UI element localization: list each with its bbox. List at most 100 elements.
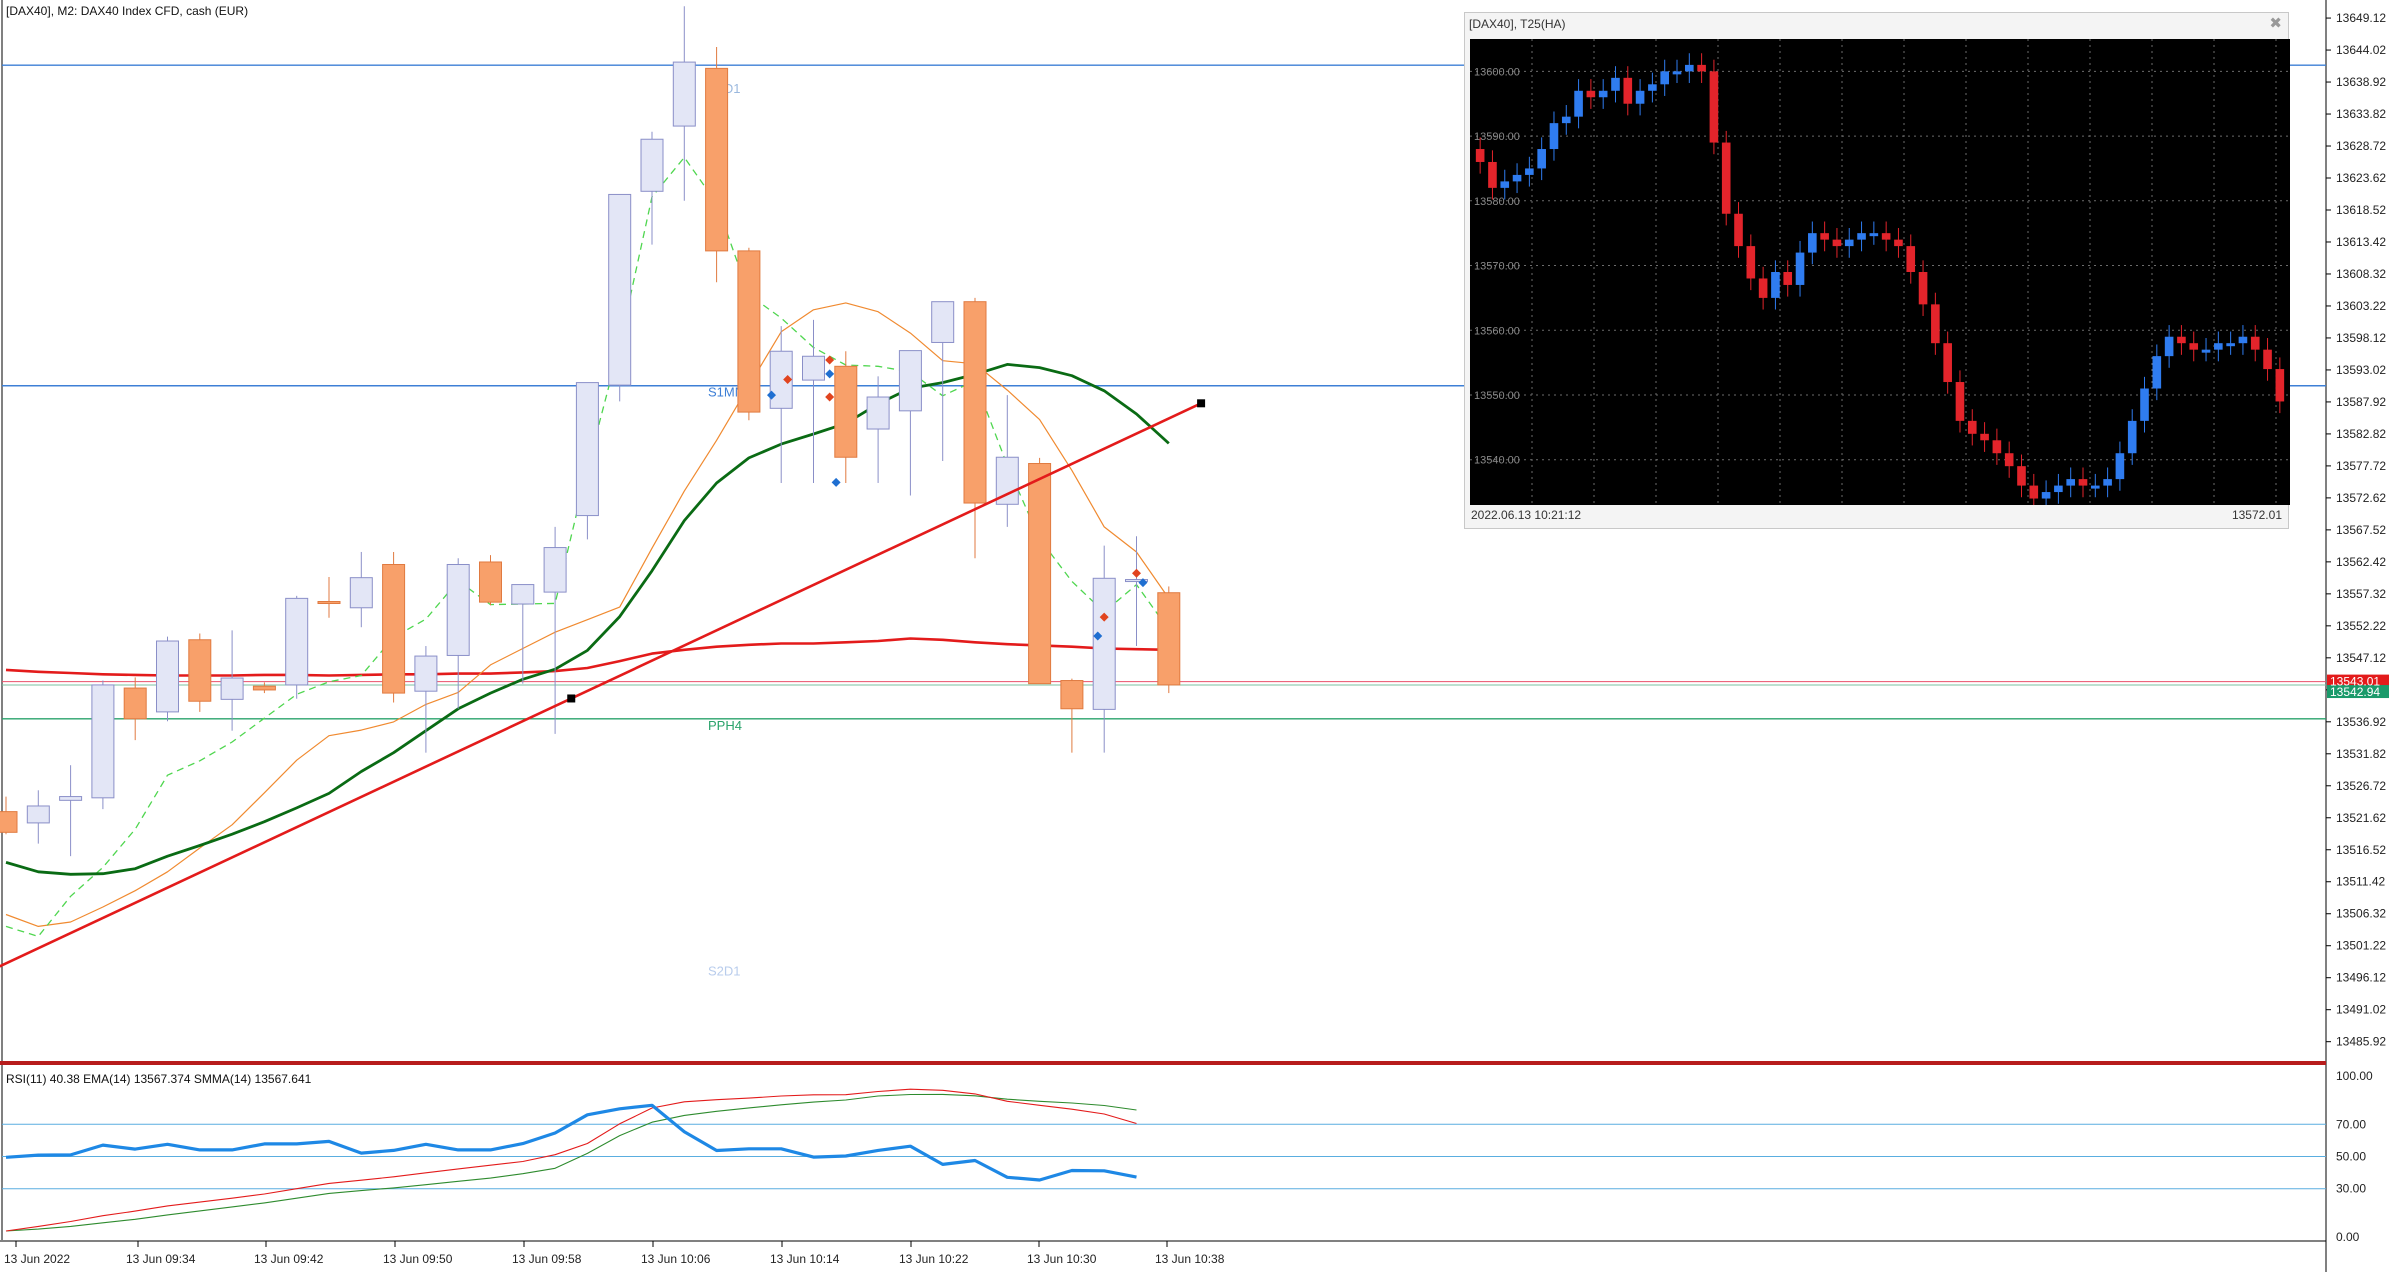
tick-price-label: 13550.00 [1474, 390, 1520, 402]
bull-candle[interactable] [931, 301, 955, 343]
tick-bull-bar [1500, 181, 1510, 188]
tick-bull-bar [1512, 174, 1522, 182]
trendline-handle[interactable] [1197, 399, 1206, 408]
tick-bull-bar [2226, 343, 2235, 347]
bull-candle[interactable] [91, 684, 115, 799]
bull-candle[interactable] [866, 396, 890, 430]
tick-chart-title: [DAX40], T25(HA) [1469, 17, 1566, 31]
tick-bull-bar [1771, 272, 1780, 298]
bull-candle[interactable] [640, 138, 664, 192]
bull-candle[interactable] [672, 61, 696, 127]
rsi-tick-label: 70.00 [2336, 1117, 2366, 1131]
price-tick-label: 13587.92 [2336, 395, 2386, 409]
price-tick-label: 13633.82 [2336, 107, 2386, 121]
tick-bull-bar [2140, 388, 2149, 421]
price-tick-label: 13628.72 [2336, 139, 2386, 153]
bull-candle[interactable] [156, 640, 179, 713]
bear-candle[interactable] [188, 639, 212, 702]
tick-bear-bar [2004, 453, 2014, 467]
bull-candle[interactable] [608, 193, 632, 386]
tick-bear-bar [1475, 149, 1485, 162]
bear-candle[interactable] [123, 687, 147, 720]
price-tick-label: 13536.92 [2336, 715, 2386, 729]
time-tick-label: 13 Jun 09:42 [254, 1252, 324, 1266]
bear-candle[interactable] [705, 67, 729, 252]
rsi-tick-label: 50.00 [2336, 1150, 2366, 1164]
bull-candle[interactable] [898, 350, 922, 412]
price-tick-label: 13531.82 [2336, 747, 2386, 761]
tick-bull-bar [1598, 90, 1608, 98]
tick-bear-bar [1586, 90, 1596, 98]
time-tick-label: 13 Jun 10:22 [899, 1252, 969, 1266]
tick-bull-bar [2127, 420, 2137, 454]
level-label-s2d1: S2D1 [708, 963, 741, 978]
price-tick-label: 13567.52 [2336, 523, 2386, 537]
bear-candle[interactable] [479, 561, 502, 603]
price-tick-label: 13562.42 [2336, 555, 2386, 569]
tick-bull-bar [1660, 71, 1670, 85]
ema-line [5, 1088, 1137, 1232]
tick-bear-bar [2177, 336, 2186, 344]
tick-price-label: 13540.00 [1474, 455, 1520, 467]
tick-bear-bar [1955, 382, 1965, 421]
tick-bull-bar [1648, 84, 1657, 91]
bull-candle[interactable] [59, 796, 83, 801]
close-icon[interactable]: ✖ [2269, 15, 2282, 32]
tick-bear-bar [2250, 336, 2260, 350]
bear-candle[interactable] [1157, 592, 1181, 686]
trendline-handle[interactable] [567, 694, 576, 703]
bull-candle[interactable] [414, 655, 438, 692]
tick-bear-bar [1820, 233, 1829, 240]
tick-chart-window[interactable]: [DAX40], T25(HA) ✖ 13600.00 13590.00 13580… [1464, 12, 2290, 529]
time-tick-label: 13 Jun 09:50 [383, 1252, 453, 1266]
bear-candle[interactable] [834, 365, 858, 458]
price-tick-label: 13618.52 [2336, 203, 2386, 217]
rsi-tick-label: 30.00 [2336, 1182, 2366, 1196]
tick-bull-bar [1549, 123, 1559, 150]
bear-candle[interactable] [737, 250, 761, 413]
bear-candle[interactable] [317, 601, 341, 605]
bull-candle[interactable] [1092, 577, 1116, 710]
buy-signal-icon [767, 390, 777, 400]
bear-candle[interactable] [0, 811, 18, 833]
ask-price-label: 13542.94 [2330, 685, 2380, 699]
tick-bull-bar [2066, 479, 2076, 486]
bull-candle[interactable] [543, 547, 567, 593]
bull-candle[interactable] [26, 805, 50, 824]
trendline[interactable] [0, 402, 1202, 971]
tick-bull-bar [1844, 239, 1854, 247]
price-tick-label: 13485.92 [2336, 1035, 2386, 1049]
tick-bear-bar [1709, 71, 1719, 143]
bull-candle[interactable] [575, 382, 599, 517]
bear-candle[interactable] [252, 685, 276, 691]
bull-candle[interactable] [769, 350, 793, 409]
bear-candle[interactable] [1060, 680, 1084, 710]
tick-bull-bar [1537, 149, 1546, 169]
tick-bear-bar [1967, 420, 1977, 434]
tick-bull-bar [1525, 168, 1534, 175]
bull-candle[interactable] [511, 584, 535, 605]
tick-chart[interactable]: 13600.00 13590.00 13580.00 13570.00 13560.00… [1470, 39, 2290, 505]
tick-bull-bar [1869, 233, 1879, 237]
tick-bull-bar [2054, 485, 2063, 493]
bull-candle[interactable] [349, 577, 373, 609]
bull-candle[interactable] [446, 563, 470, 656]
bear-candle[interactable] [1028, 463, 1052, 685]
bull-candle[interactable] [802, 355, 825, 381]
time-tick-label: 13 Jun 09:58 [512, 1252, 582, 1266]
tick-bear-bar [2263, 349, 2272, 370]
bull-candle[interactable] [220, 677, 244, 700]
bear-candle[interactable] [382, 563, 406, 694]
bull-candle[interactable] [1125, 579, 1148, 583]
bull-candle[interactable] [285, 597, 309, 686]
time-tick-label: 13 Jun 2022 [4, 1252, 70, 1266]
tick-bull-bar [1684, 64, 1694, 72]
price-tick-label: 13552.22 [2336, 619, 2386, 633]
lime-ma-line [5, 156, 1170, 938]
tick-bear-bar [2017, 466, 2026, 486]
bear-candle[interactable] [963, 301, 987, 504]
time-tick-label: 13 Jun 09:34 [126, 1252, 196, 1266]
buy-signal-icon [1138, 578, 1148, 588]
